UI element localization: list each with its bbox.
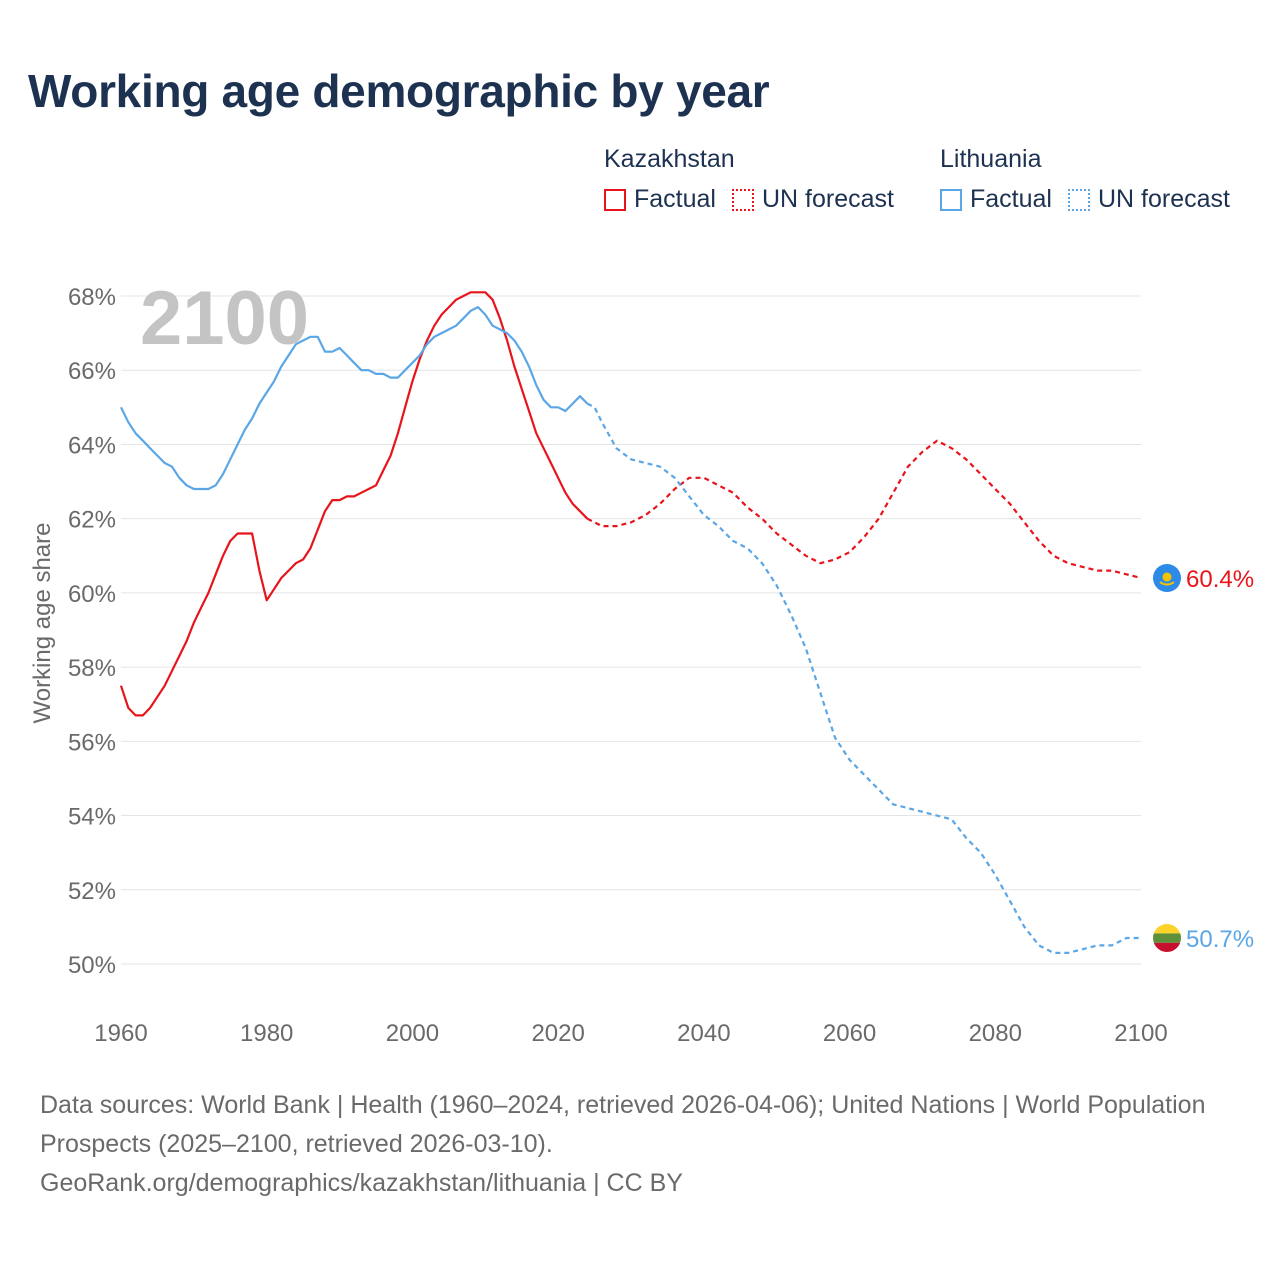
factual-line-kazakhstan [119,291,589,717]
legend-group-name: Kazakhstan [604,145,735,173]
y-tick-label: 56% [68,729,116,756]
factual-line-lithuania [120,306,589,491]
y-tick-label: 64% [68,432,116,459]
legend-item-kazakhstan-forecast[interactable]: UN forecast [731,185,894,214]
x-tick-label: 2060 [823,1020,876,1047]
y-tick-label: 58% [68,655,116,682]
y-tick-label: 54% [68,804,116,831]
flag-sun [1162,572,1172,582]
legend-swatch-solid [604,188,626,211]
y-tick-label: 52% [68,878,116,905]
series-lines [119,291,1142,954]
credit-link[interactable]: GeoRank.org/demographics/kazakhstan/lith… [40,1169,683,1197]
y-tick-label: 50% [68,952,116,979]
flag-stripe-yellow [1153,924,1181,934]
x-tick-label: 2100 [1114,1020,1167,1047]
legend-item-kazakhstan-factual[interactable]: Factual [604,185,716,214]
x-tick-label: 2000 [386,1020,439,1047]
legend-swatch-dotted [731,188,754,211]
y-tick-label: 60% [68,581,116,608]
chart-title: Working age demographic by year [28,65,770,117]
x-axis-ticks: 1960 1980 2000 2020 2040 2060 2080 2100 [94,1020,1167,1047]
end-label-kazakhstan: 60.4% [1186,566,1254,593]
gridlines [121,295,1141,965]
end-markers: 60.4% 50.7% [1153,564,1254,953]
legend-item-lithuania-forecast[interactable]: UN forecast [1067,185,1230,214]
line-chart: 2100 50% 52% 54% 56% 58% 60% 62% 64% 66% 68% 1960… [29,276,1254,1047]
y-tick-label: 68% [68,284,116,311]
legend-label: UN forecast [761,185,894,213]
legend-item-lithuania-factual[interactable]: Factual [940,185,1052,214]
y-tick-label: 62% [68,507,116,534]
x-tick-label: 1980 [240,1020,293,1047]
x-tick-label: 2020 [531,1020,584,1047]
legend-group-kazakhstan: Kazakhstan Factual UN forecast [604,143,894,214]
footer: Data sources: World Bank | Health (1960–… [40,1086,1220,1203]
y-tick-label: 66% [68,358,116,385]
x-tick-label: 1960 [94,1020,147,1047]
lithuania-flag-icon [1153,924,1181,953]
flag-eagle [1159,581,1175,586]
legend-label: Factual [634,185,716,213]
legend-group-name: Lithuania [940,145,1042,173]
y-axis-label: Working age share [29,523,56,724]
kazakhstan-flag-icon [1153,564,1181,593]
x-tick-label: 2080 [969,1020,1022,1047]
year-watermark: 2100 [140,276,309,361]
legend-label: UN forecast [1097,185,1230,213]
forecast-line-lithuania [586,402,1141,954]
data-sources-text: Data sources: World Bank | Health (1960–… [40,1091,1206,1158]
flag-stripe-green [1153,933,1181,943]
end-label-lithuania: 50.7% [1186,926,1254,953]
flag-stripe-red [1153,942,1181,953]
legend-group-lithuania: Lithuania Factual UN forecast [940,143,1230,214]
x-tick-label: 2040 [677,1020,730,1047]
forecast-line-kazakhstan [586,439,1142,580]
legend-swatch-dotted [1067,188,1090,211]
legend-label: Factual [970,185,1052,213]
legend-swatch-solid [940,188,962,211]
y-axis-ticks: 50% 52% 54% 56% 58% 60% 62% 64% 66% 68% [68,284,116,979]
